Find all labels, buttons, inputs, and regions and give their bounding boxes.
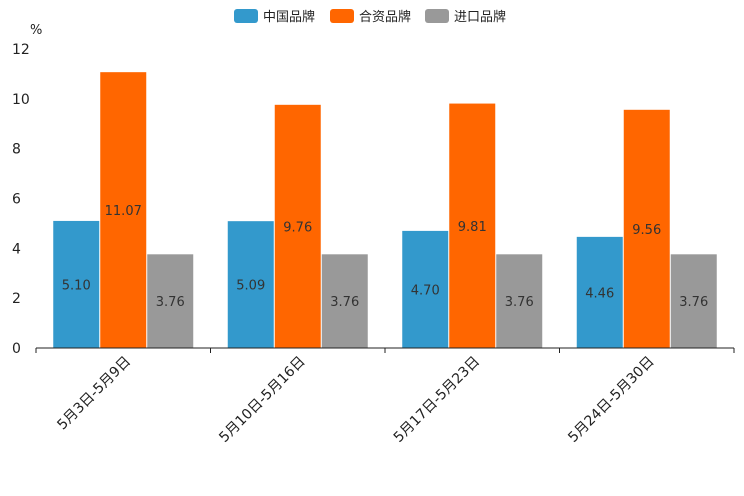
bar [274, 104, 321, 349]
data-label: 3.76 [156, 295, 185, 310]
x-tick-label: 5月24日-5月30日 [565, 354, 657, 446]
y-tick-label: 10 [12, 92, 30, 108]
legend-swatch [330, 9, 354, 23]
bar [147, 254, 194, 348]
y-tick-label: 4 [12, 241, 21, 257]
legend: 中国品牌 合资品牌 进口品牌 [234, 9, 506, 25]
legend-swatch [425, 9, 449, 23]
data-label: 4.70 [411, 283, 440, 298]
bar [100, 72, 147, 349]
bar [53, 220, 100, 348]
x-tick-label: 5月17日-5月23日 [391, 354, 483, 446]
y-tick-label: 2 [12, 291, 21, 307]
data-label: 11.07 [105, 204, 142, 219]
data-label: 9.81 [458, 220, 487, 235]
data-label: 4.46 [585, 286, 614, 301]
x-tick-label: 5月10日-5月16日 [216, 354, 308, 446]
bar [496, 254, 543, 348]
data-label: 3.76 [679, 295, 708, 310]
bars: 5.10 11.07 3.76 5.09 9.76 3.76 4.70 9.81 3.76 4.4… [53, 72, 717, 349]
legend-label: 中国品牌 [263, 9, 315, 25]
bar [321, 254, 368, 348]
y-axis-unit: % [30, 23, 42, 38]
y-tick-label: 6 [12, 192, 21, 208]
data-label: 5.10 [62, 278, 91, 293]
x-tick-label: 5月3日-5月9日 [54, 354, 134, 434]
y-axis: 0 2 4 6 8 10 12 [12, 42, 30, 357]
y-tick-label: 12 [12, 42, 30, 58]
legend-label: 合资品牌 [359, 9, 411, 25]
bar [623, 109, 670, 349]
bar [576, 236, 623, 348]
bar [449, 103, 496, 348]
bar [227, 221, 274, 348]
legend-swatch [234, 9, 258, 23]
data-label: 5.09 [236, 279, 265, 294]
legend-label: 进口品牌 [454, 9, 506, 25]
data-label: 3.76 [505, 295, 534, 310]
y-tick-label: 8 [12, 142, 21, 158]
data-label: 9.56 [632, 223, 661, 238]
x-axis: 5月3日-5月9日 5月10日-5月16日 5月17日-5月23日 5月24日-5月3… [35, 347, 735, 446]
bar [402, 230, 449, 348]
bar [670, 254, 717, 348]
data-label: 3.76 [330, 295, 359, 310]
y-tick-label: 0 [12, 341, 21, 357]
data-label: 9.76 [283, 220, 312, 235]
